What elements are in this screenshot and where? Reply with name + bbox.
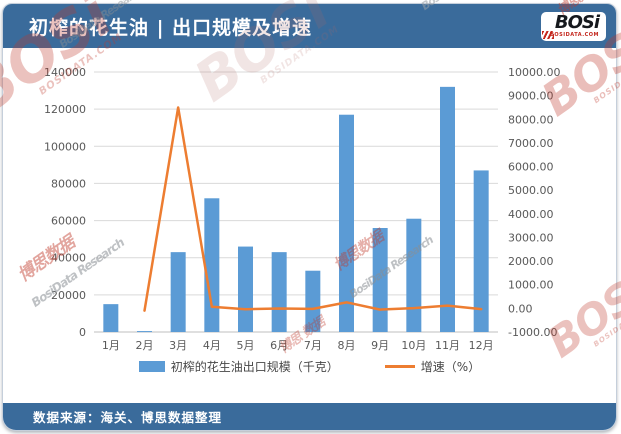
svg-text:9000.00: 9000.00: [508, 90, 554, 103]
svg-text:8月: 8月: [337, 339, 355, 352]
x-axis-labels: 1月 2月 3月 4月 5月 6月 7月 8月 9月 10月 11月 12月: [101, 339, 493, 352]
svg-text:60000: 60000: [51, 215, 86, 228]
svg-text:120000: 120000: [44, 103, 86, 116]
bosi-logo: BOSi BOSIDATA.COM: [541, 11, 606, 41]
export-volume-bar: [203, 198, 219, 332]
svg-text:80000: 80000: [51, 177, 86, 190]
chart-legend: 初榨的花生油出口规模（千克） 增速（%）: [3, 358, 616, 375]
left-axis-labels: 0 20000 40000 60000 80000 100000 120000 140000: [44, 66, 86, 339]
export-volume-bar: [237, 246, 253, 332]
svg-text:6月: 6月: [270, 339, 288, 352]
footer-bar: 数据来源：海关、博思数据整理: [3, 403, 616, 430]
growth-rate-line: [142, 106, 482, 312]
svg-text:2000.00: 2000.00: [508, 255, 554, 268]
export-volume-bar: [271, 252, 287, 332]
logo-stripes-icon: [542, 30, 555, 39]
svg-text:-1000.00: -1000.00: [508, 326, 557, 339]
export-volume-bar: [338, 114, 354, 332]
bars-group: [102, 86, 489, 333]
page-title: 初榨的花生油 | 出口规模及增速: [29, 16, 313, 39]
header-bar: 初榨的花生油 | 出口规模及增速 BOSi BOSIDATA.COM: [3, 4, 616, 48]
svg-text:0: 0: [79, 326, 86, 339]
chart-area: 0 20000 40000 60000 80000 100000 120000 140000 1…: [3, 48, 616, 403]
svg-text:40000: 40000: [51, 252, 86, 265]
svg-text:7000.00: 7000.00: [508, 137, 554, 150]
export-volume-bar: [304, 270, 320, 332]
svg-text:2月: 2月: [135, 339, 153, 352]
svg-text:10月: 10月: [401, 339, 426, 352]
svg-text:11月: 11月: [435, 339, 460, 352]
export-volume-bar: [405, 218, 421, 332]
export-volume-bar: [439, 86, 455, 332]
gridlines: [93, 71, 498, 333]
legend-label-growth-rate: 增速（%）: [420, 360, 481, 374]
svg-text:100000: 100000: [44, 140, 86, 153]
svg-text:140000: 140000: [44, 66, 86, 79]
data-source-text: 数据来源：海关、博思数据整理: [33, 410, 223, 425]
svg-text:20000: 20000: [51, 289, 86, 302]
combo-chart: 0 20000 40000 60000 80000 100000 120000 140000 1…: [44, 66, 561, 352]
svg-text:7月: 7月: [303, 339, 321, 352]
svg-text:5月: 5月: [236, 339, 254, 352]
export-volume-bar: [473, 170, 489, 332]
logo-subtext: BOSIDATA.COM: [550, 31, 599, 38]
svg-text:9月: 9月: [371, 339, 389, 352]
right-axis-labels: 10000.00 9000.00 8000.00 7000.00 6000.00 5000…: [508, 66, 561, 339]
svg-text:5000.00: 5000.00: [508, 184, 554, 197]
chart-card: 初榨的花生油 | 出口规模及增速 BOSi BOSIDATA.COM 0 2000…: [2, 3, 617, 431]
svg-text:3月: 3月: [169, 339, 187, 352]
legend-item-growth-rate: 增速（%）: [384, 358, 481, 375]
legend-item-export-volume: 初榨的花生油出口规模（千克）: [138, 358, 339, 375]
svg-text:0.00: 0.00: [508, 302, 533, 315]
legend-bar-swatch: [138, 361, 165, 372]
svg-text:1000.00: 1000.00: [508, 279, 554, 292]
export-volume-bar: [170, 252, 186, 332]
legend-line-swatch: [384, 365, 415, 368]
svg-text:4月: 4月: [202, 339, 220, 352]
logo-text: BOSi: [554, 11, 600, 33]
export-volume-bar: [372, 228, 388, 332]
export-volume-bar: [102, 304, 118, 332]
svg-text:3000.00: 3000.00: [508, 231, 554, 244]
legend-label-export-volume: 初榨的花生油出口规模（千克）: [170, 360, 339, 374]
svg-text:10000.00: 10000.00: [508, 66, 561, 79]
svg-text:12月: 12月: [468, 339, 493, 352]
export-volume-bar: [136, 331, 152, 333]
svg-text:1月: 1月: [101, 339, 119, 352]
svg-text:8000.00: 8000.00: [508, 113, 554, 126]
svg-text:6000.00: 6000.00: [508, 161, 554, 174]
svg-text:4000.00: 4000.00: [508, 208, 554, 221]
